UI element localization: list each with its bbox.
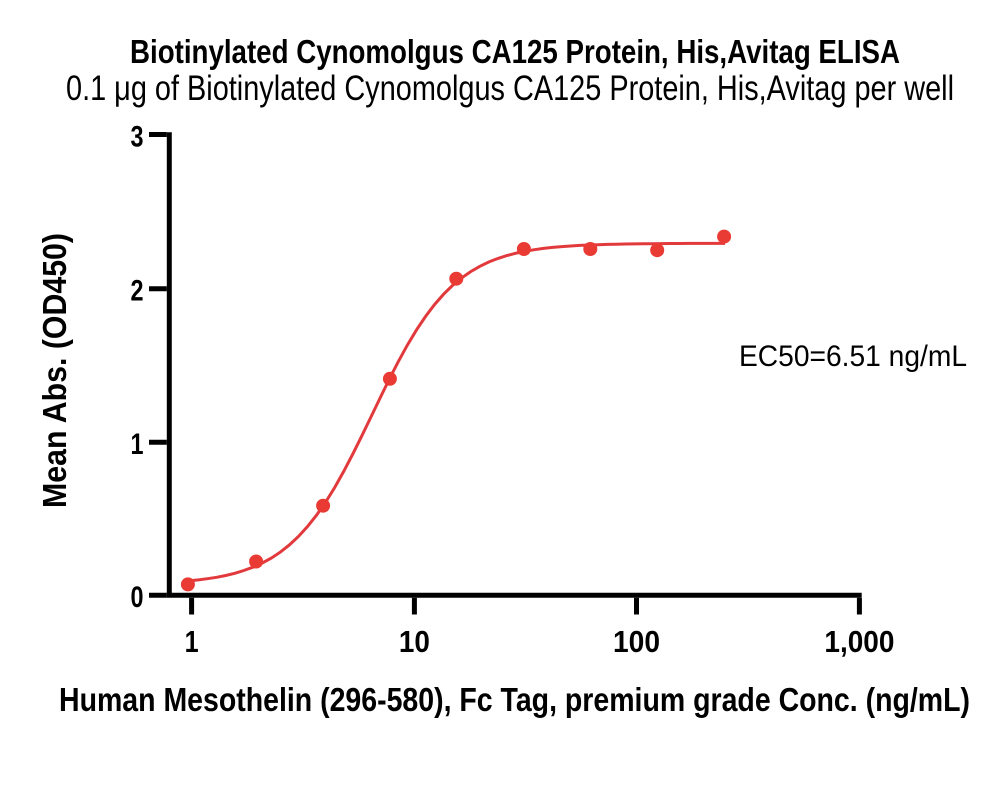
svg-text:2: 2	[131, 275, 144, 308]
svg-text:0.1 μg of Biotinylated Cynomol: 0.1 μg of Biotinylated Cynomolgus CA125 …	[66, 69, 954, 108]
svg-text:Human Mesothelin (296-580), Fc: Human Mesothelin (296-580), Fc Tag, prem…	[59, 681, 970, 718]
svg-text:Mean Abs. (OD450): Mean Abs. (OD450)	[36, 233, 73, 508]
svg-text:1: 1	[185, 624, 199, 659]
svg-text:EC50=6.51 ng/mL: EC50=6.51 ng/mL	[739, 340, 967, 373]
svg-text:100: 100	[613, 624, 660, 659]
svg-text:0: 0	[131, 581, 144, 614]
svg-text:1: 1	[131, 428, 144, 461]
svg-text:1,000: 1,000	[824, 624, 894, 659]
svg-text:Biotinylated Cynomolgus CA125: Biotinylated Cynomolgus CA125 Protein, H…	[130, 33, 900, 70]
svg-text:3: 3	[131, 120, 144, 153]
svg-text:10: 10	[399, 624, 430, 659]
